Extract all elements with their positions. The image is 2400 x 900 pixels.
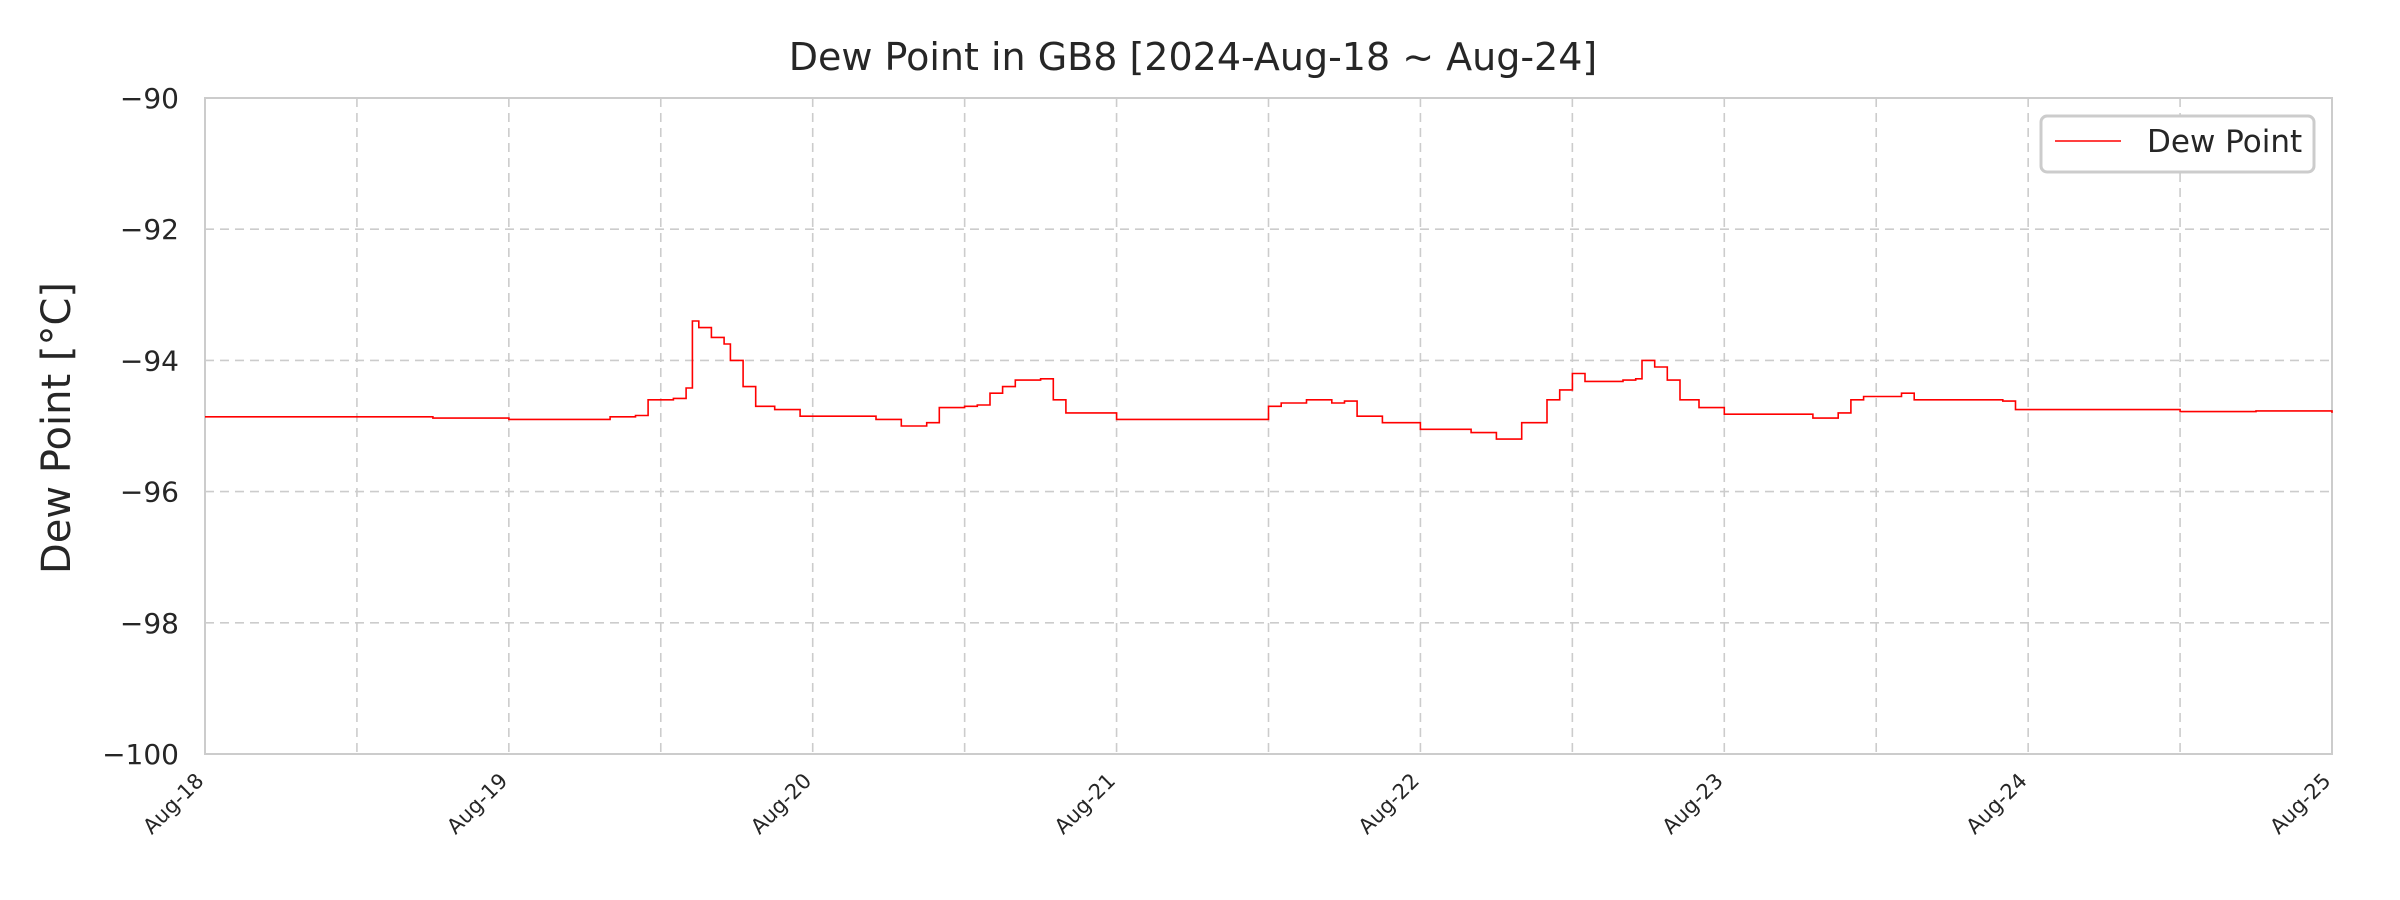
y-tick-label: −100: [102, 738, 179, 771]
series-line-dew-point: [205, 320, 2333, 440]
y-tick-label: −92: [120, 213, 179, 246]
legend: Dew Point: [2039, 114, 2316, 174]
y-tick-label: −96: [120, 476, 179, 509]
y-tick-labels: −90 −92 −94 −96 −98 −100: [102, 82, 179, 771]
plot-area-frame: [204, 97, 2333, 755]
y-tick-label: −98: [120, 607, 179, 640]
legend-label-dew-point: Dew Point: [2147, 124, 2302, 160]
y-tick-label: −94: [120, 344, 179, 377]
series-lines: [205, 320, 2333, 440]
legend-box: [2039, 114, 2316, 174]
y-axis-label: Dew Point [°C]: [34, 282, 80, 574]
chart-title: Dew Point in GB8 [2024-Aug-18 ~ Aug-24]: [789, 35, 1597, 79]
y-tick-label: −90: [120, 82, 179, 115]
